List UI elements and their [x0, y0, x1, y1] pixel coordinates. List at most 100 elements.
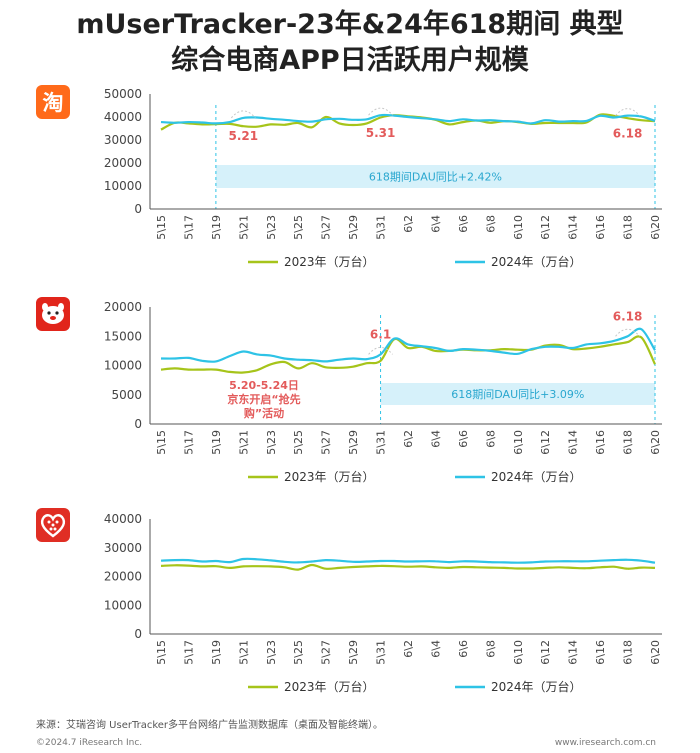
x-tick-label: 6\4 [429, 430, 442, 448]
jd-mascot-icon [42, 303, 64, 324]
x-tick-label: 6\2 [402, 640, 415, 658]
x-tick-label: 6\16 [594, 215, 607, 240]
x-tick-label: 6\10 [512, 215, 525, 240]
y-tick-label: 0 [134, 202, 142, 216]
y-tick-label: 10000 [104, 598, 142, 612]
y-tick-label: 0 [134, 417, 142, 431]
dau-yoy-band [380, 383, 655, 405]
y-tick-label: 20000 [104, 570, 142, 584]
x-tick-label: 5\17 [182, 430, 195, 455]
x-tick-label: 6\12 [539, 430, 552, 455]
site-url: www.iresearch.com.cn [554, 738, 656, 748]
x-tick-label: 6\18 [622, 640, 635, 665]
x-tick-label: 6\10 [512, 640, 525, 665]
series-line-2024 [160, 327, 656, 363]
x-tick-label: 5\27 [320, 215, 333, 240]
x-tick-label: 5\31 [375, 640, 388, 665]
x-tick-label: 5\31 [375, 215, 388, 240]
x-tick-label: 5\23 [265, 640, 278, 665]
x-tick-label: 6\18 [622, 430, 635, 455]
x-tick-label: 6\8 [484, 640, 497, 658]
x-tick-label: 6\12 [539, 215, 552, 240]
x-tick-label: 5\15 [155, 640, 168, 665]
x-tick-label: 5\27 [320, 640, 333, 665]
y-tick-label: 30000 [104, 541, 142, 555]
x-tick-label: 6\18 [622, 215, 635, 240]
x-tick-label: 5\21 [237, 430, 250, 455]
x-tick-label: 6\14 [567, 430, 580, 455]
y-tick-label: 10000 [104, 179, 142, 193]
x-tick-label: 5\29 [347, 430, 360, 455]
x-tick-label: 5\25 [292, 215, 305, 240]
y-tick-label: 50000 [104, 87, 142, 101]
x-tick-label: 6\6 [457, 640, 470, 658]
y-tick-label: 30000 [104, 133, 142, 147]
x-tick-label: 6\6 [457, 430, 470, 448]
y-tick-label: 5000 [111, 388, 142, 402]
peak-highlight [368, 346, 393, 355]
x-tick-label: 6\20 [649, 215, 662, 240]
legend-label-2024: 2024年（万台） [491, 679, 582, 694]
y-tick-label: 40000 [104, 110, 142, 124]
peak-highlight [368, 107, 393, 116]
source-note: 来源：艾瑞咨询 UserTracker多平台网络广告监测数据库（桌面及智能终端）… [36, 720, 384, 731]
x-tick-label: 5\23 [265, 430, 278, 455]
x-tick-label: 6\2 [402, 215, 415, 233]
legend-label-2024: 2024年（万台） [491, 469, 582, 484]
y-tick-label: 40000 [104, 512, 142, 526]
x-tick-label: 5\15 [155, 430, 168, 455]
x-tick-label: 5\29 [347, 640, 360, 665]
page-title-line-1: mUserTracker-23年&24年618期间 典型 [76, 9, 624, 40]
x-tick-label: 5\29 [347, 215, 360, 240]
x-tick-label: 5\21 [237, 640, 250, 665]
x-tick-label: 6\8 [484, 430, 497, 448]
taobao-logo-glyph: 淘 [43, 91, 64, 115]
x-tick-label: 6\20 [649, 640, 662, 665]
peak-highlight [615, 328, 640, 337]
page-title-line-2: 综合电商APP日活跃用户规模 [171, 45, 529, 76]
dau-yoy-band [215, 165, 655, 188]
legend-label-2023: 2023年（万台） [284, 679, 375, 694]
promo-note: 京东开启“抢先 [227, 392, 300, 406]
copyright: ©2024.7 iResearch Inc. [36, 738, 143, 748]
legend-label-2023: 2023年（万台） [284, 254, 375, 269]
x-tick-label: 6\12 [539, 640, 552, 665]
series-line-2023 [160, 563, 656, 571]
y-tick-label: 20000 [104, 156, 142, 170]
x-tick-label: 5\15 [155, 215, 168, 240]
taobao-logo: 淘 [36, 85, 70, 119]
peak-annotation: 5.21 [229, 129, 259, 143]
x-tick-label: 6\14 [567, 640, 580, 665]
x-tick-label: 6\16 [594, 430, 607, 455]
promo-note: 5.20-5.24日 [229, 379, 299, 392]
legend-label-2023: 2023年（万台） [284, 469, 375, 484]
x-tick-label: 5\19 [210, 640, 223, 665]
x-tick-label: 6\4 [429, 215, 442, 233]
x-tick-label: 5\27 [320, 430, 333, 455]
pinduoduo-heart-icon [40, 514, 66, 538]
x-tick-label: 6\8 [484, 215, 497, 233]
x-tick-label: 6\10 [512, 430, 525, 455]
y-tick-label: 10000 [104, 359, 142, 373]
pdd-logo [36, 508, 70, 542]
x-tick-label: 6\14 [567, 215, 580, 240]
promo-note: 购”活动 [244, 406, 284, 420]
peak-annotation: 6.1 [370, 327, 391, 341]
x-tick-label: 5\31 [375, 430, 388, 455]
x-tick-label: 5\23 [265, 215, 278, 240]
x-tick-label: 6\6 [457, 215, 470, 233]
dau-yoy-label: 618期间DAU同比+3.09% [451, 388, 584, 401]
jd-logo [36, 297, 70, 331]
jd-dau-chart: 618期间DAU同比+3.09% 0 5000 10000 15000 20000 5\15… [104, 300, 662, 484]
series-line-2024 [160, 113, 656, 125]
series-line-2024 [160, 557, 656, 564]
x-tick-label: 5\21 [237, 215, 250, 240]
legend-label-2024: 2024年（万台） [491, 254, 582, 269]
x-tick-label: 5\19 [210, 215, 223, 240]
pdd-dau-chart: 0 10000 20000 30000 40000 5\15 5\17 5\19 5\21 5\2… [104, 512, 662, 694]
x-tick-label: 6\16 [594, 640, 607, 665]
peak-highlight [615, 108, 640, 116]
x-tick-label: 6\20 [649, 430, 662, 455]
x-tick-label: 6\2 [402, 430, 415, 448]
x-tick-label: 5\19 [210, 430, 223, 455]
